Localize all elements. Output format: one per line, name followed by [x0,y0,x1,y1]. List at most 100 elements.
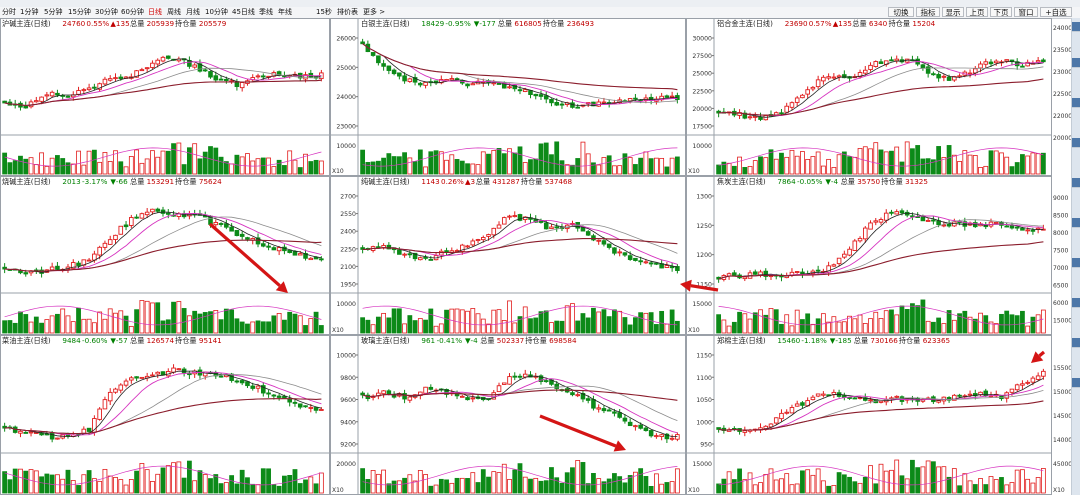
candle-up [868,399,873,402]
panel-stat-0: 23690 [785,19,808,28]
volume-bar [889,309,894,334]
price-tick-label: 30000 [692,36,712,43]
panel-stat-3: 总量 [498,19,512,28]
right-price-axis: 24000 23500 23000 22500 22000 20000 9000 8500 80… [1053,25,1071,494]
volume-bar [428,308,434,334]
candle-down [303,405,308,408]
price-table-tab[interactable]: 排价表 [337,8,358,16]
side-tab[interactable] [1072,218,1080,228]
period-tab-15min[interactable]: 15分钟 [68,8,91,16]
candle-up [549,226,554,230]
side-tab[interactable] [1072,298,1080,308]
panel-stat-5: 持仓量 [175,19,197,28]
volume-bar [972,318,978,334]
side-tab[interactable] [1072,22,1080,32]
volume-bar [365,479,371,494]
period-tab-quarterly[interactable]: 季线 [259,8,273,16]
candle-down [218,223,224,225]
volume-bar [1035,477,1041,494]
candle-down [543,222,549,230]
volume-bar [643,476,649,494]
side-tab[interactable] [1072,138,1080,148]
volume-bar [282,319,287,334]
period-tab-15sec[interactable]: 15秒 [316,8,332,16]
period-tab-30min[interactable]: 30分钟 [95,8,118,16]
side-tab[interactable] [1072,258,1080,268]
candle-down [633,257,638,261]
ma60-line [4,239,322,272]
more-dropdown[interactable]: 更多 > [363,8,386,16]
volume-bar [910,148,915,175]
candle-up [993,221,999,224]
period-tab-yearly[interactable]: 年线 [278,8,292,16]
volume-bar [612,165,617,175]
switch-button[interactable]: 切换 [888,7,914,17]
period-tab-daily[interactable]: 日线 [148,8,162,16]
volume-bar [49,315,55,334]
volume-bar [318,472,324,494]
window-button[interactable]: 窗口 [1014,7,1038,17]
candle-down [234,230,240,237]
page-down-button[interactable]: 下页 [990,7,1012,17]
side-tab[interactable] [1072,178,1080,188]
volume-bar [239,469,245,494]
volume-bar [533,317,539,334]
volume-bar [386,153,392,175]
volume-bar [18,468,23,494]
candle-up [171,367,176,373]
period-tab-分时[interactable]: 分时 [2,8,16,16]
display-button[interactable]: 显示 [942,7,964,17]
panel-stat-2: ▲3 [465,177,475,186]
panel-stat-1: -0.60% [82,336,108,345]
panel-stat-4: 126574 [147,336,175,345]
price-tick-label: 1100 [696,375,712,382]
side-tab[interactable] [1072,58,1080,68]
volume-bar [292,313,298,334]
volume-bar [653,157,659,175]
panel-stat-6: 537468 [545,177,573,186]
volume-bar [186,460,192,494]
period-tab-1min[interactable]: 1分钟 [20,8,39,16]
candle-down [601,408,607,412]
volume-bar [857,314,863,334]
panel-title: 烧碱主连(日线) [2,177,51,186]
ma5-line [362,375,678,438]
volume-bar [266,157,271,175]
period-tab-monthly[interactable]: 月线 [186,8,200,16]
page-up-button[interactable]: 上页 [966,7,988,17]
volume-bar [962,310,968,334]
period-tab-45day[interactable]: 45日线 [232,8,255,16]
ma10-line [718,384,1044,431]
side-tab[interactable] [1072,98,1080,108]
volume-bar [810,323,816,334]
volume-bar [491,309,497,334]
panel-stat-6: 698584 [549,336,577,345]
volume-bar [957,161,962,175]
side-tab[interactable] [1072,378,1080,388]
panel-stat-0: 9484 [62,336,81,345]
indicator-button[interactable]: 指标 [916,7,940,17]
candle-up [123,380,129,386]
candle-down [538,375,544,382]
candle-down [402,75,407,82]
volume-bar [716,314,722,334]
period-tab-weekly[interactable]: 周线 [167,8,181,16]
candle-up [742,276,748,280]
candle-up [633,425,638,428]
volume-bar [113,476,118,494]
volume-bar [134,149,140,175]
add-watchlist-button[interactable]: +自选 [1040,7,1072,17]
panel-stat-6: 95141 [199,336,222,345]
volume-bar [186,315,192,334]
side-tab[interactable] [1072,338,1080,348]
candle-up [97,246,102,256]
period-tab-5min[interactable]: 5分钟 [44,8,63,16]
volume-bar [570,164,575,175]
volume-bar [538,143,544,175]
price-tick-label: 950 [700,442,712,449]
panel-stat-1: 0.26% [441,177,464,186]
volume-bar [381,469,386,494]
candle-down [920,64,926,69]
period-tab-10min[interactable]: 10分钟 [205,8,228,16]
period-tab-60min[interactable]: 60分钟 [121,8,144,16]
